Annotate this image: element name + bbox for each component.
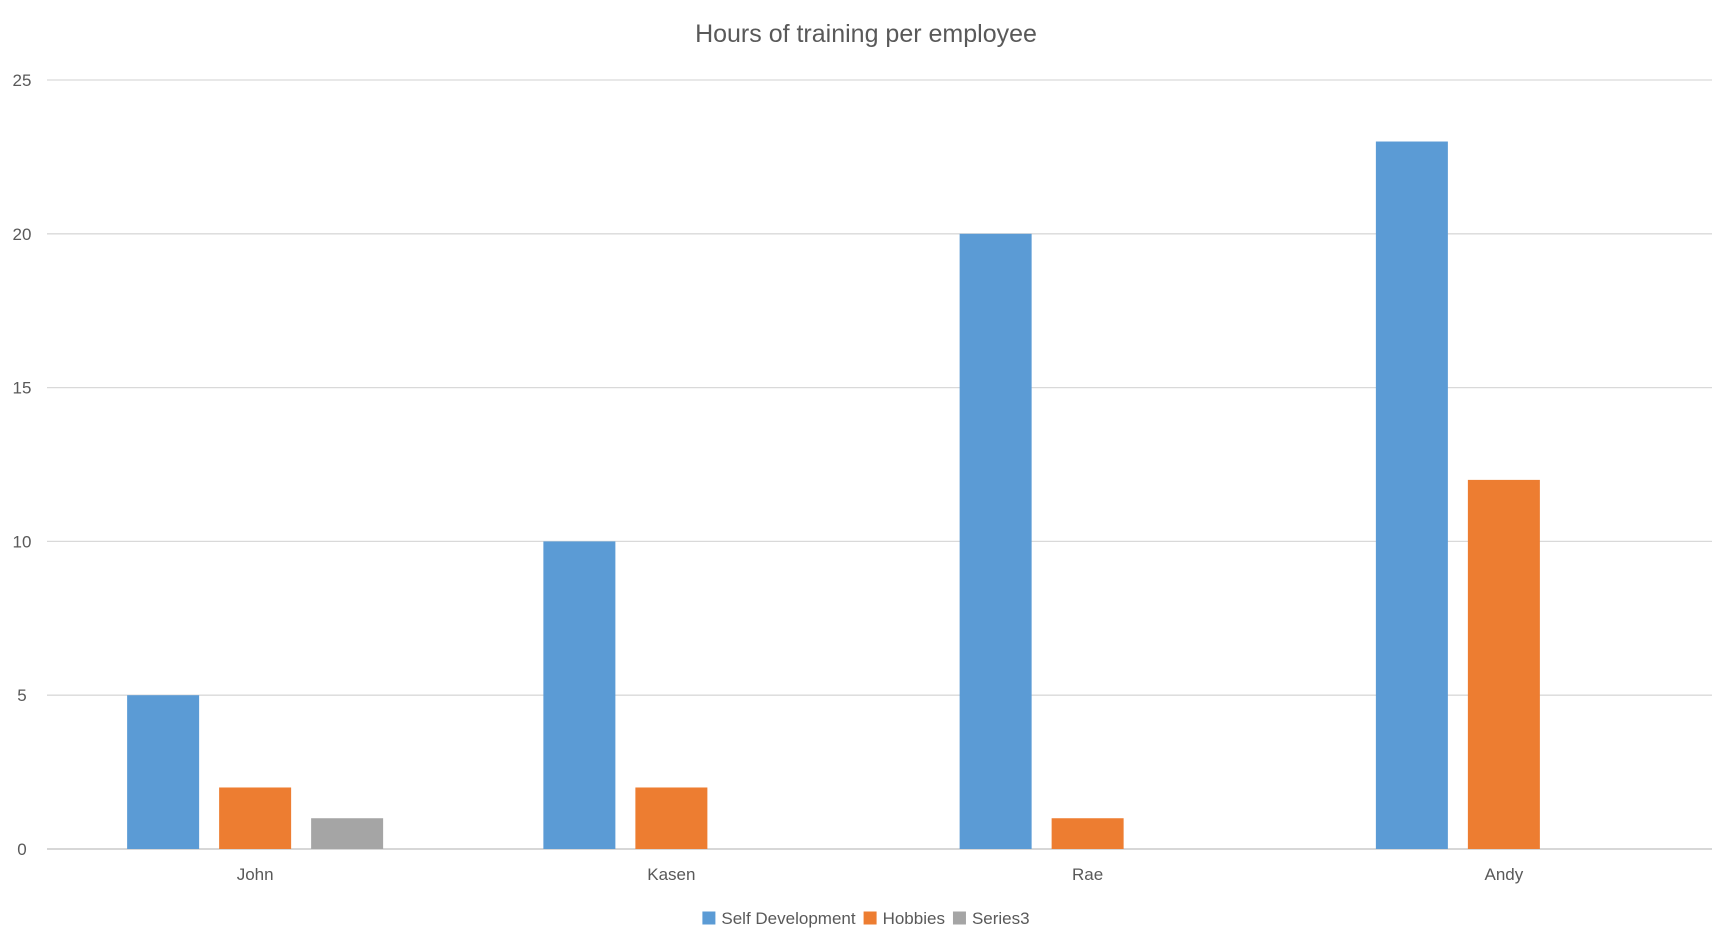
legend-label: Hobbies xyxy=(883,909,945,928)
y-tick-label: 10 xyxy=(13,532,32,551)
y-tick-label: 5 xyxy=(17,686,26,705)
bar-self-development-john xyxy=(127,695,200,849)
legend-swatch xyxy=(952,911,966,925)
legend-label: Self Development xyxy=(721,909,855,928)
x-tick-label: John xyxy=(237,865,274,884)
y-tick-label: 0 xyxy=(17,840,26,859)
y-tick-label: 25 xyxy=(13,71,32,90)
gridlines xyxy=(47,79,1712,850)
y-axis-ticks: 0 5 10 15 20 25 xyxy=(13,71,32,859)
y-tick-label: 20 xyxy=(13,225,32,244)
legend-swatch xyxy=(863,911,877,925)
bar-hobbies-andy xyxy=(1467,479,1540,849)
legend-swatch xyxy=(702,911,716,925)
x-tick-label: Andy xyxy=(1485,865,1524,884)
legend: Self Development Hobbies Series3 xyxy=(702,909,1030,928)
legend-label: Series3 xyxy=(972,909,1030,928)
x-tick-label: Rae xyxy=(1072,865,1103,884)
bar-hobbies-john xyxy=(219,787,292,849)
x-axis-ticks: John Kasen Rae Andy xyxy=(237,865,1524,884)
bar-hobbies-rae xyxy=(1051,818,1124,849)
x-tick-label: Kasen xyxy=(647,865,695,884)
y-tick-label: 15 xyxy=(13,379,32,398)
bars xyxy=(127,141,1540,850)
bar-self-development-kasen xyxy=(543,541,616,849)
bar-self-development-andy xyxy=(1375,141,1448,849)
chart-title: Hours of training per employee xyxy=(695,20,1037,48)
bar-hobbies-kasen xyxy=(635,787,708,849)
bar-series3-john xyxy=(311,818,384,849)
bar-self-development-rae xyxy=(959,233,1032,850)
